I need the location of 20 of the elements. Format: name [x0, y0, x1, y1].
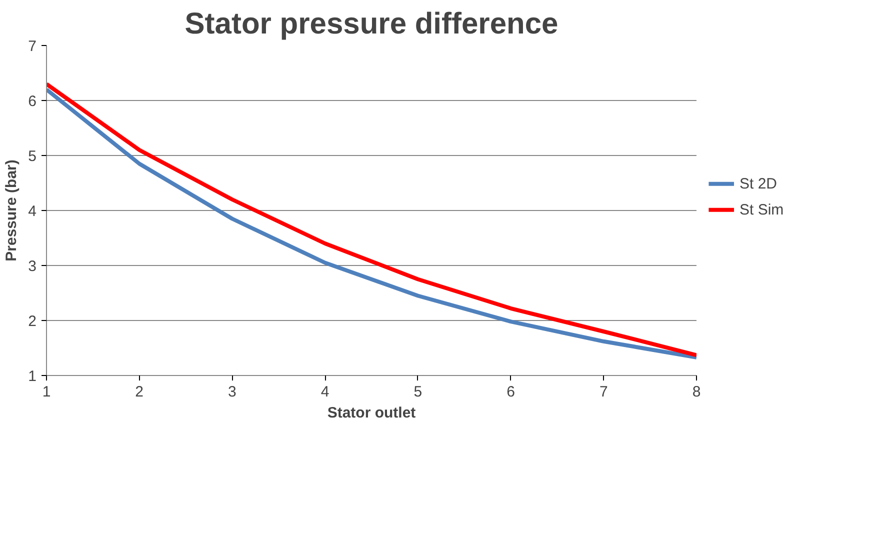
x-tick-label: 4 [320, 384, 330, 400]
legend-label: St Sim [740, 201, 784, 218]
y-tick-label: 6 [28, 93, 36, 110]
x-tick-label: 5 [414, 384, 422, 400]
y-tick-label: 4 [28, 203, 36, 220]
y-tick-label: 1 [28, 368, 36, 385]
y-tick-label: 5 [28, 148, 36, 165]
x-tick-label: 3 [228, 384, 236, 400]
x-axis-title: Stator outlet [327, 404, 416, 422]
x-tick-label: 6 [506, 384, 515, 400]
y-tick-label: 7 [28, 38, 36, 55]
y-axis-title: Pressure (bar) [3, 160, 20, 262]
x-tick-label: 2 [135, 384, 144, 400]
legend-label: St 2D [740, 175, 778, 192]
x-tick-label: 8 [692, 384, 701, 400]
y-tick-label: 3 [28, 258, 36, 275]
x-tick-label: 7 [599, 384, 608, 400]
y-tick-label: 2 [28, 313, 36, 330]
chart-title: Stator pressure difference [184, 8, 558, 40]
x-tick-label: 1 [42, 384, 51, 400]
